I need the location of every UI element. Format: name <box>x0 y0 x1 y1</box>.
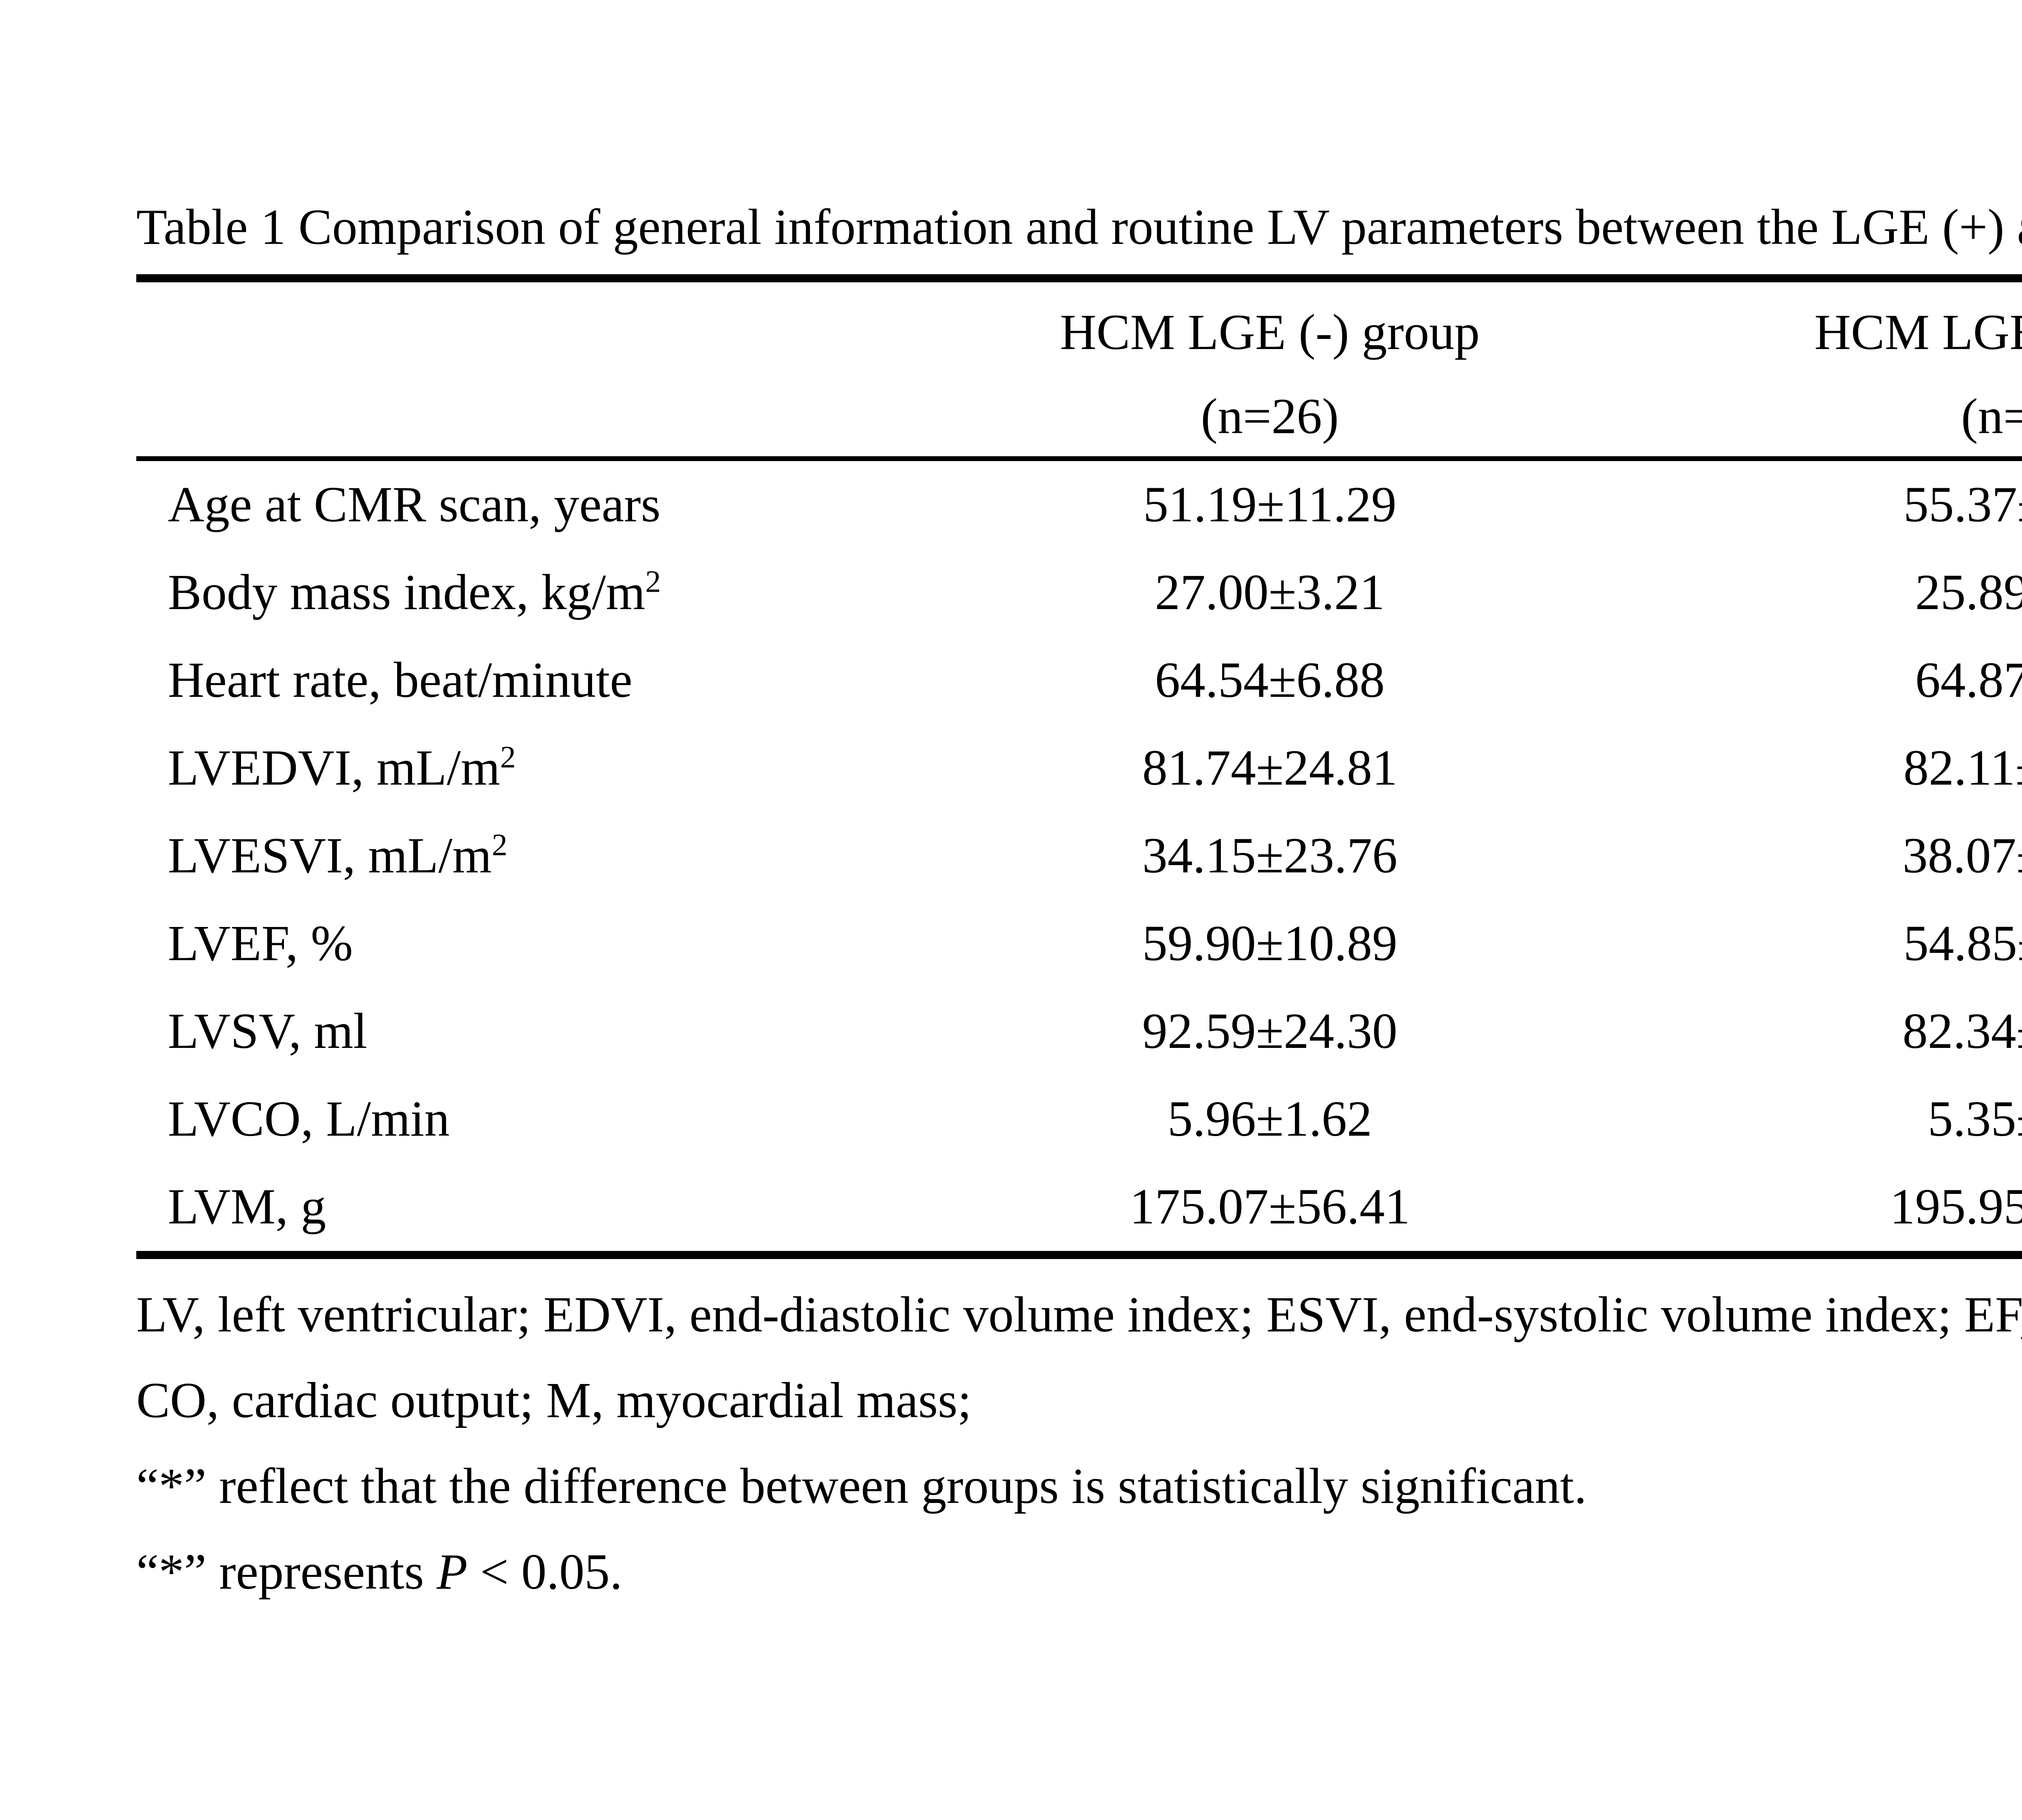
footnote-italic-p: P <box>436 1544 468 1600</box>
row-label: Body mass index, kg/m2 <box>168 564 661 620</box>
value-lge-positive: 38.07±20.21 <box>1902 828 2022 884</box>
footnote-significance: “*” reflect that the difference between … <box>136 1458 1587 1514</box>
table-row: Age at CMR scan, years 51.19±11.29 55.37±1… <box>136 461 2022 549</box>
row-label: Heart rate, beat/minute <box>168 652 632 708</box>
superscript: 2 <box>491 827 508 862</box>
table-row: Body mass index, kg/m2 27.00±3.21 25.89±3.… <box>136 549 2022 637</box>
top-rule <box>136 274 2022 282</box>
footnote-p-post: < 0.05. <box>467 1544 623 1600</box>
value-lge-negative: 64.54±6.88 <box>1155 652 1385 708</box>
row-label: LVEF, % <box>168 916 353 971</box>
value-lge-negative: 175.07±56.41 <box>1129 1179 1410 1235</box>
value-lge-negative: 34.15±23.76 <box>1142 828 1398 884</box>
row-label: LVSV, ml <box>168 1003 368 1059</box>
row-label: LVEDVI, mL/m2 <box>168 739 516 796</box>
row-label: LVM, g <box>168 1179 326 1235</box>
table-header-row-1: HCM LGE (-) group HCM LGE (+) group P-va… <box>136 289 2022 376</box>
row-label: Age at CMR scan, years <box>168 477 661 533</box>
row-label: LVCO, L/min <box>168 1091 450 1147</box>
superscript: 2 <box>500 739 516 775</box>
value-lge-positive: 195.95±86.37 <box>1890 1179 2022 1235</box>
value-lge-negative: 92.59±24.30 <box>1142 1003 1398 1059</box>
value-lge-negative: 81.74±24.81 <box>1142 740 1398 796</box>
header-divider-rule <box>136 456 2022 461</box>
value-lge-positive: 82.34±26.00 <box>1902 1003 2022 1059</box>
row-label: LVESVI, mL/m2 <box>168 827 508 884</box>
value-lge-positive: 54.85±11.92 <box>1903 916 2022 971</box>
value-lge-positive: 55.37±11.80 <box>1903 477 2022 533</box>
footnote-p-pre: “*” represents <box>136 1544 437 1600</box>
value-lge-positive: 5.35±1.89 <box>1927 1091 2022 1147</box>
header-n-lge-positive: (n=46) <box>1961 389 2022 444</box>
table-row: Heart rate, beat/minute 64.54±6.88 64.87±9… <box>136 637 2022 724</box>
header-spacer <box>136 289 890 376</box>
footnotes: LV, left ventricular; EDVI, end-diastoli… <box>136 1272 2022 1615</box>
bottom-rule <box>136 1251 2022 1259</box>
value-lge-positive: 25.89±3.21 <box>1915 565 2022 620</box>
header-spacer <box>136 376 890 457</box>
table-header-row-2: (n=26) (n=46) <box>136 376 2022 457</box>
header-col-lge-negative: HCM LGE (-) group <box>1060 305 1480 360</box>
value-lge-positive: 64.87±9.48 <box>1915 652 2022 708</box>
header-n-lge-negative: (n=26) <box>1201 389 1339 444</box>
footnote-p-threshold: “*” represents P < 0.05. <box>136 1529 2022 1615</box>
footnote-abbreviations-1: LV, left ventricular; EDVI, end-diastoli… <box>136 1287 2022 1343</box>
header-col-lge-positive: HCM LGE (+) group <box>1814 305 2022 360</box>
superscript: 2 <box>645 564 661 599</box>
value-lge-negative: 5.96±1.62 <box>1167 1091 1373 1147</box>
value-lge-negative: 27.00±3.21 <box>1155 565 1385 620</box>
table-title: Table 1 Comparison of general informatio… <box>136 199 2022 255</box>
footnote-abbreviations-2: CO, cardiac output; M, myocardial mass; <box>136 1373 972 1428</box>
value-lge-positive: 82.11±22.39 <box>1903 740 2022 796</box>
value-lge-negative: 51.19±11.29 <box>1143 477 1397 533</box>
value-lge-negative: 59.90±10.89 <box>1142 916 1398 971</box>
table-rows: Age at CMR scan, years 51.19±11.29 55.37±1… <box>136 461 2022 1251</box>
